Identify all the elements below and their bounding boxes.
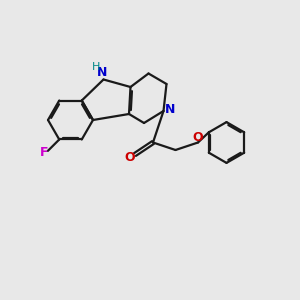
Text: H: H	[92, 62, 100, 73]
Text: N: N	[97, 66, 107, 80]
Text: N: N	[165, 103, 175, 116]
Text: O: O	[124, 151, 135, 164]
Text: O: O	[193, 130, 203, 144]
Text: F: F	[40, 146, 49, 159]
